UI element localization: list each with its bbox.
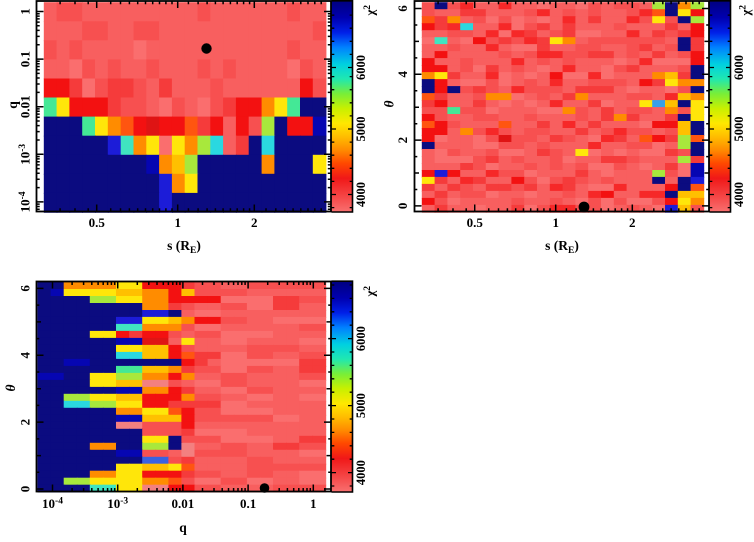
svg-text:4000: 4000: [354, 460, 368, 485]
svg-text:0.5: 0.5: [467, 215, 484, 230]
svg-text:2: 2: [629, 215, 636, 230]
svg-text:1: 1: [552, 215, 559, 230]
svg-text:1: 1: [174, 215, 181, 230]
svg-text:q: q: [5, 101, 20, 109]
svg-text:6: 6: [395, 5, 410, 12]
svg-text:χ2: χ2: [363, 5, 378, 17]
svg-text:4000: 4000: [354, 182, 368, 207]
svg-text:1: 1: [310, 496, 317, 511]
svg-text:5000: 5000: [354, 117, 368, 142]
svg-text:0.1: 0.1: [240, 496, 256, 511]
svg-text:χ2: χ2: [363, 286, 378, 298]
svg-text:χ2: χ2: [739, 5, 754, 17]
svg-text:2: 2: [395, 137, 410, 144]
svg-text:0: 0: [395, 203, 410, 210]
svg-text:0.1: 0.1: [18, 51, 33, 67]
svg-text:6000: 6000: [354, 326, 368, 351]
svg-text:q: q: [179, 520, 187, 535]
svg-text:1: 1: [18, 8, 33, 15]
svg-text:2: 2: [251, 215, 257, 230]
svg-text:5000: 5000: [354, 393, 368, 418]
svg-text:θ: θ: [3, 384, 18, 391]
svg-text:0.01: 0.01: [172, 496, 195, 511]
svg-text:4: 4: [18, 352, 33, 359]
svg-text:0: 0: [18, 486, 33, 493]
svg-text:4: 4: [395, 71, 410, 78]
svg-text:0.01: 0.01: [18, 95, 33, 118]
svg-text:5000: 5000: [732, 117, 746, 142]
svg-text:6: 6: [18, 285, 33, 292]
svg-text:2: 2: [18, 419, 33, 426]
svg-text:4000: 4000: [732, 182, 746, 207]
svg-text:6000: 6000: [354, 55, 368, 80]
svg-text:6000: 6000: [732, 55, 746, 80]
svg-text:θ: θ: [382, 100, 397, 107]
svg-text:0.5: 0.5: [89, 215, 106, 230]
